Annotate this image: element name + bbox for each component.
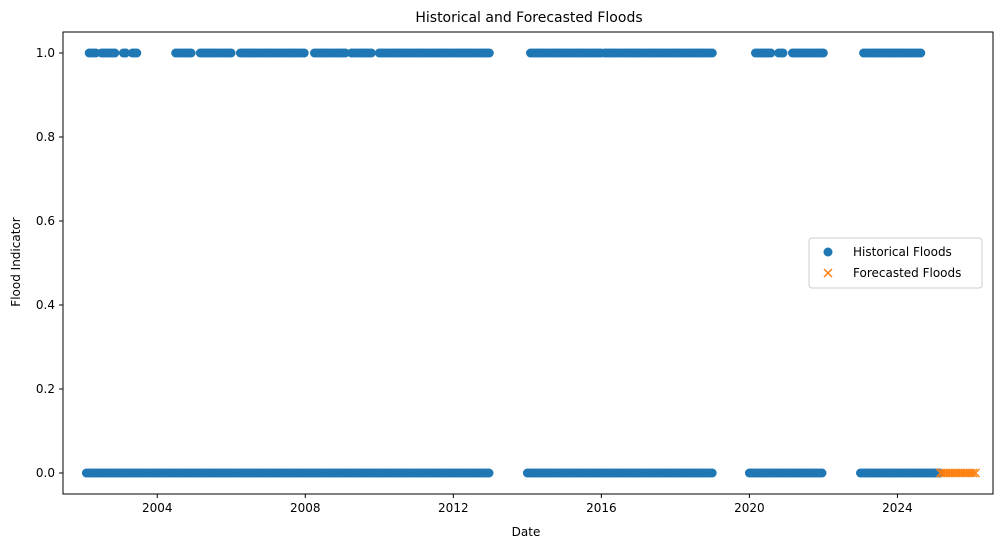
historical-point <box>817 468 827 478</box>
forecast-point <box>970 468 981 478</box>
historical-point <box>340 48 350 58</box>
historical-point <box>818 48 828 58</box>
legend: Historical Floods Forecasted Floods <box>808 237 983 289</box>
y-tick-label: 0.4 <box>36 298 55 312</box>
forecasted-floods-marks <box>935 468 981 478</box>
historical-point <box>299 48 309 58</box>
y-tick-label: 0.2 <box>36 382 55 396</box>
historical-point <box>707 468 717 478</box>
historical-point <box>110 48 120 58</box>
historical-point <box>766 48 776 58</box>
x-tick-label: 2024 <box>882 501 913 515</box>
historical-point <box>484 48 494 58</box>
chart-title: Historical and Forecasted Floods <box>415 10 642 26</box>
legend-box <box>808 237 983 289</box>
historical-point <box>916 48 926 58</box>
y-tick-label: 0.0 <box>36 466 55 480</box>
historical-point <box>132 48 142 58</box>
historical-point <box>121 48 131 58</box>
legend-forecast-label: Forecasted Floods <box>853 266 961 280</box>
y-tick-label: 0.8 <box>36 130 55 144</box>
y-axis-label: Flood Indicator <box>9 217 23 306</box>
historical-point <box>484 468 494 478</box>
historical-point <box>366 48 376 58</box>
legend-historical-marker <box>823 247 833 257</box>
y-tick-label: 0.6 <box>36 214 55 228</box>
y-tick-label: 1.0 <box>36 46 55 60</box>
historical-point <box>778 48 788 58</box>
x-tick-label: 2016 <box>586 501 617 515</box>
x-tick-label: 2004 <box>142 501 173 515</box>
x-tick-label: 2020 <box>734 501 765 515</box>
historical-point <box>226 48 236 58</box>
historical-point <box>186 48 196 58</box>
historical-point <box>707 48 717 58</box>
legend-historical-label: Historical Floods <box>853 245 952 259</box>
legend-forecast-marker <box>823 268 833 278</box>
x-tick-label: 2008 <box>290 501 321 515</box>
x-axis-label: Date <box>512 525 541 539</box>
plot-frame <box>62 31 994 495</box>
forecast-point <box>968 468 978 478</box>
historical-floods-marks <box>81 48 945 478</box>
y-axis: 0.0 0.2 0.4 0.6 0.8 1.0 <box>36 46 63 480</box>
x-tick-label: 2012 <box>438 501 469 515</box>
x-axis: 2004 2008 2012 2016 2020 2024 <box>142 494 913 515</box>
